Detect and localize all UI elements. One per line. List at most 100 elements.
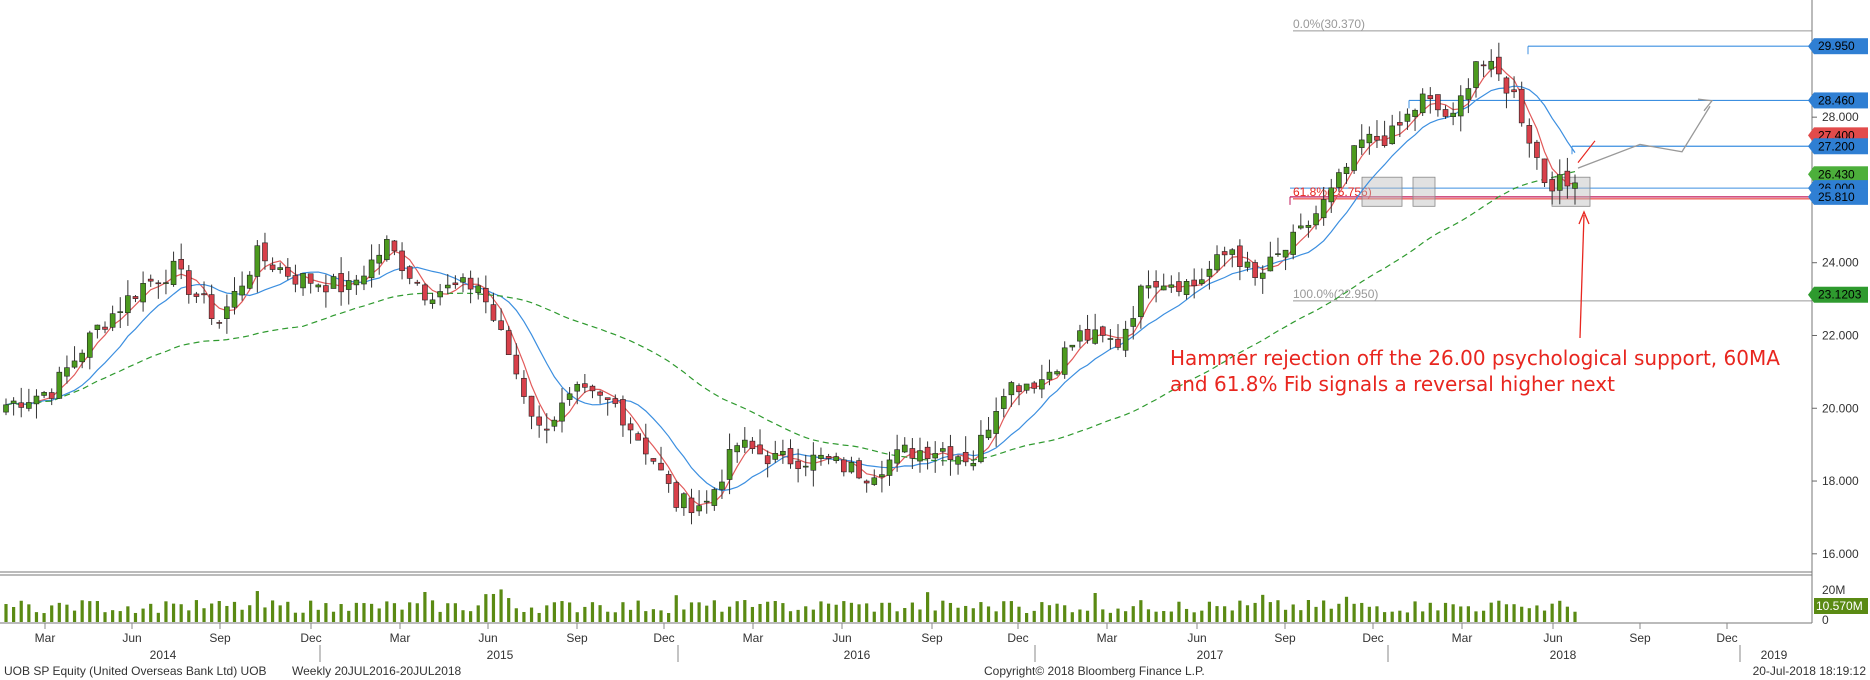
candle-down	[338, 273, 344, 293]
candle-down	[1115, 338, 1121, 348]
candle-down	[18, 402, 25, 408]
candle-down	[863, 480, 870, 484]
volume-bar	[788, 611, 793, 622]
volume-bar	[476, 605, 480, 622]
candle-down	[1381, 135, 1388, 146]
volume-bar	[331, 611, 336, 622]
volume-bar	[187, 610, 191, 622]
candle-up	[345, 280, 352, 290]
x-month-label: Sep	[921, 631, 943, 645]
volume-bar	[1070, 612, 1074, 622]
candle-up	[26, 402, 32, 409]
volume-bar	[1382, 612, 1387, 622]
x-month-label: Jun	[478, 631, 497, 645]
timestamp-label: 20-Jul-2018 18:19:12	[1753, 664, 1867, 678]
candle-down	[543, 428, 550, 431]
volume-bar	[1337, 603, 1341, 622]
candle-up	[879, 474, 885, 478]
volume-bar	[1207, 601, 1212, 622]
moving-average-line	[5, 171, 1576, 462]
candle-up	[848, 461, 855, 473]
candle-up	[384, 239, 390, 260]
volume-bar	[796, 609, 800, 622]
candle-down	[216, 322, 223, 324]
candle-down	[688, 497, 695, 514]
candle-up	[780, 450, 786, 456]
x-month-label: Jun	[1543, 631, 1562, 645]
candle-up	[1343, 166, 1350, 175]
volume-bar	[369, 603, 374, 622]
volume-bar	[849, 602, 854, 622]
volume-bar	[682, 609, 686, 622]
candle-down	[1564, 170, 1571, 187]
volume-bar	[263, 607, 267, 622]
candle-up	[1389, 125, 1396, 145]
candle-down	[1153, 281, 1159, 288]
volume-bar	[491, 593, 496, 622]
volume-bar	[583, 606, 587, 622]
candle-up	[79, 352, 85, 363]
volume-bar	[461, 610, 465, 622]
candle-up	[330, 276, 337, 289]
volume-bar	[438, 611, 442, 622]
volume-bar	[453, 603, 457, 622]
candle-down	[1541, 158, 1548, 184]
volume-bar	[1436, 610, 1440, 622]
candle-down	[1480, 64, 1487, 67]
candle-up	[1328, 187, 1335, 203]
candle-down	[597, 391, 603, 396]
volume-bar	[872, 611, 876, 622]
pattern-box	[1361, 176, 1403, 207]
candle-down	[627, 423, 634, 431]
candle-up	[109, 313, 116, 328]
volume-bar	[758, 603, 762, 622]
price-tag-bg	[1814, 286, 1868, 303]
y-tick-label: 24.000	[1822, 256, 1859, 270]
level-tag-bg	[1814, 38, 1868, 55]
candle-up	[163, 282, 169, 284]
candle-down	[757, 444, 763, 455]
volume-bar	[804, 606, 808, 622]
candle-up	[1275, 253, 1281, 255]
candle-up	[1183, 281, 1190, 295]
candle-down	[947, 446, 954, 461]
volume-zero-label: 0	[1822, 613, 1829, 627]
candle-up	[1488, 60, 1495, 70]
volume-bar	[667, 613, 671, 622]
volume-bar	[720, 611, 724, 622]
volume-bar	[42, 613, 46, 622]
moving-averages	[5, 64, 1576, 506]
period-label: Weekly 20JUL2016-20JUL2018	[292, 664, 462, 678]
level-tag-pointer	[1808, 188, 1814, 205]
candle-down	[399, 250, 405, 272]
candle-up	[1244, 261, 1251, 268]
candle-down	[1374, 135, 1380, 141]
volume-bar	[362, 603, 366, 622]
candle-down	[528, 395, 535, 417]
volume-bar	[1200, 610, 1204, 622]
candle-up	[1366, 133, 1373, 144]
annotation-arrowhead	[1578, 210, 1590, 225]
price-tag-bg	[1814, 166, 1868, 183]
candle-down	[1427, 95, 1434, 100]
candle-down	[1435, 94, 1441, 111]
volume-bar	[956, 607, 960, 622]
volume-bar	[811, 609, 815, 622]
candle-up	[1138, 285, 1144, 318]
volume-bar	[575, 612, 579, 622]
candle-up	[368, 259, 375, 279]
x-month-label: Jun	[122, 631, 141, 645]
candle-up	[117, 311, 124, 313]
volume-bar	[80, 600, 84, 622]
price-tag: 23.1203	[1818, 288, 1862, 302]
volume-bar	[430, 600, 435, 622]
candle-up	[772, 453, 779, 460]
candle-down	[841, 459, 847, 473]
x-month-label: Dec	[1007, 631, 1028, 645]
x-month-label: Mar	[1097, 631, 1118, 645]
x-year-label: 2017	[1197, 648, 1224, 662]
volume-bar	[545, 605, 549, 622]
volume-bar	[1215, 606, 1219, 622]
volume-bar	[1146, 609, 1151, 622]
volume-bar	[255, 591, 259, 622]
